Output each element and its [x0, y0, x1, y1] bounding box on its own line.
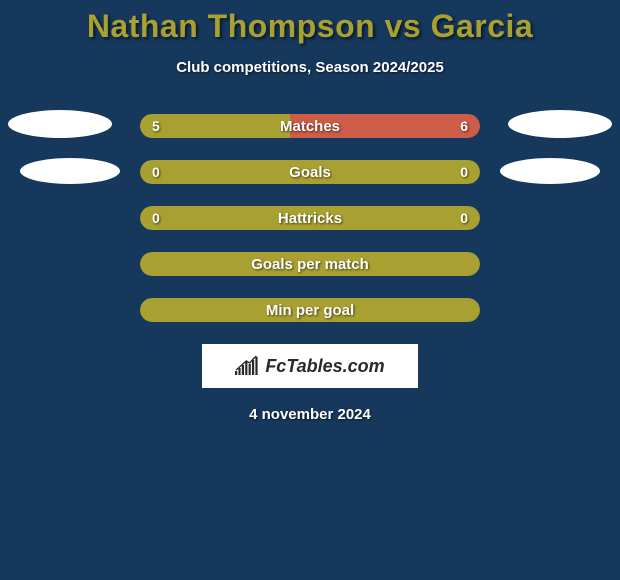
comparison-rows: Matches56Goals00Hattricks00Goals per mat…	[0, 114, 620, 322]
stat-row: Goals per match	[0, 252, 620, 276]
stat-bar: Min per goal	[140, 298, 480, 322]
stat-row: Goals0 0	[0, 160, 620, 184]
stat-row: Min per goal	[0, 298, 620, 322]
logo: FcTables.com	[235, 356, 384, 377]
left-ellipse	[8, 110, 112, 138]
stat-row: Hattricks0 0	[0, 206, 620, 230]
stat-label: Goals per match	[140, 256, 480, 273]
stat-right-value: 6	[460, 118, 468, 134]
stat-bar: Matches5 6	[140, 114, 480, 138]
page-title: Nathan Thompson vs Garcia	[0, 0, 620, 45]
stat-label: Min per goal	[140, 302, 480, 319]
stat-label: Hattricks	[140, 210, 480, 227]
left-ellipse	[20, 158, 120, 184]
right-ellipse	[508, 110, 612, 138]
subtitle: Club competitions, Season 2024/2025	[0, 59, 620, 76]
bar-chart-icon	[235, 356, 261, 376]
logo-box: FcTables.com	[202, 344, 418, 388]
stat-row: Matches5 6	[0, 114, 620, 138]
stat-left-value: 0	[152, 164, 160, 180]
right-ellipse	[500, 158, 600, 184]
stat-right-value: 0	[460, 164, 468, 180]
stat-bar: Hattricks0 0	[140, 206, 480, 230]
date-label: 4 november 2024	[0, 406, 620, 423]
stat-left-value: 5	[152, 118, 160, 134]
stat-bar: Goals per match	[140, 252, 480, 276]
logo-text: FcTables.com	[265, 356, 384, 377]
stat-label: Matches	[140, 118, 480, 135]
stat-left-value: 0	[152, 210, 160, 226]
stat-label: Goals	[140, 164, 480, 181]
stat-bar: Goals0 0	[140, 160, 480, 184]
stat-right-value: 0	[460, 210, 468, 226]
